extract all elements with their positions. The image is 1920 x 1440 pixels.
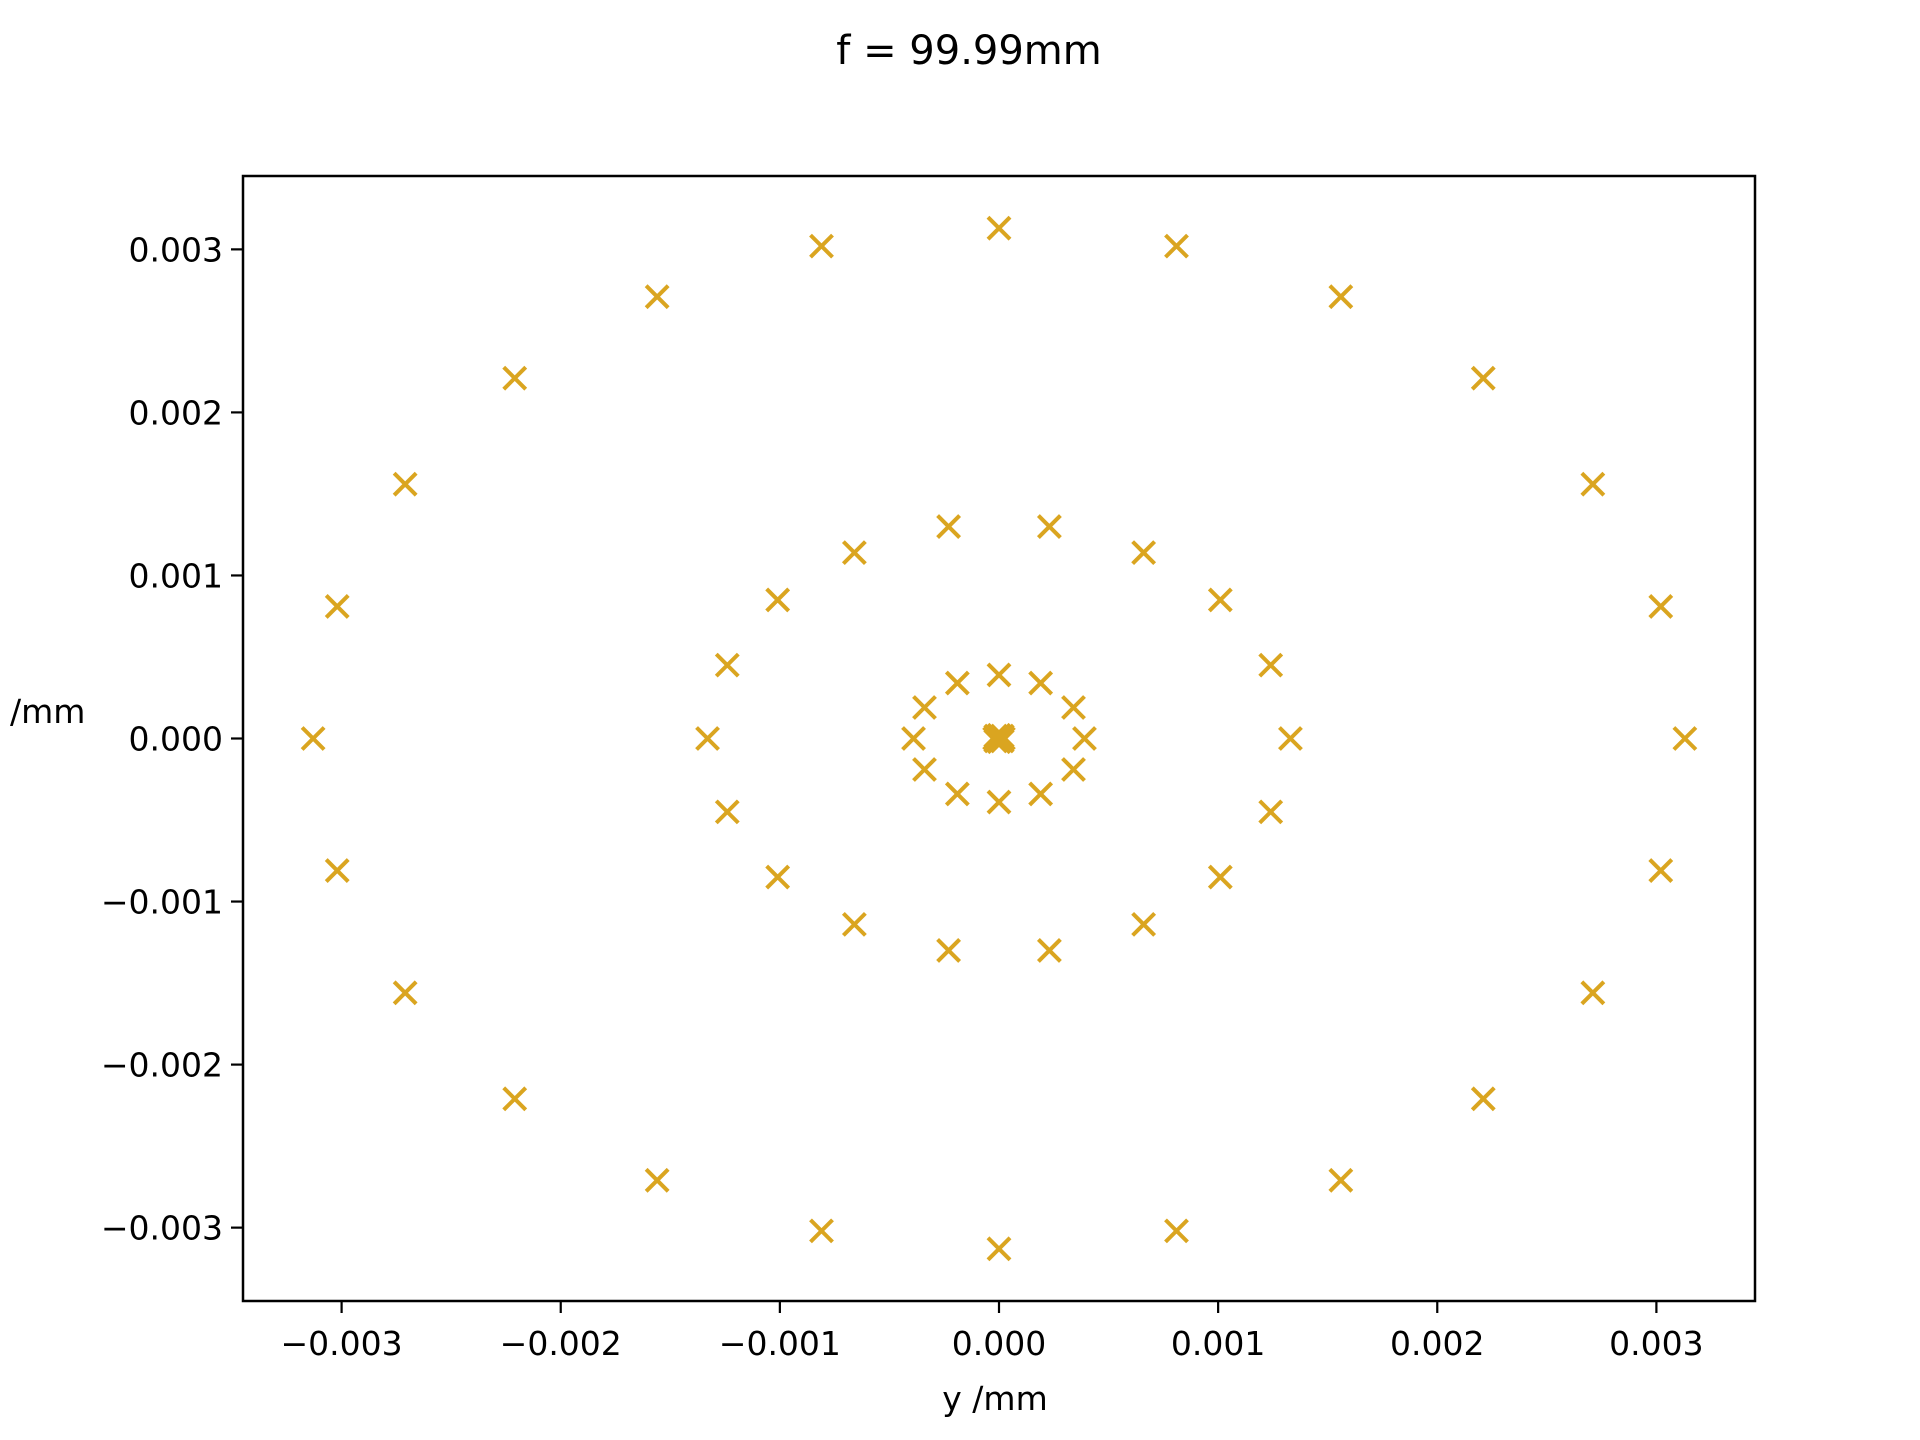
data-point [324,594,350,619]
data-point [1164,233,1189,259]
data-point [901,726,926,751]
data-point [644,1167,670,1193]
x-axis-ticks: −0.003 −0.002 −0.001 0.000 0.001 0.002 0.003 [281,1301,1704,1363]
y-tick-label: 0.001 [129,556,223,595]
data-point [1131,540,1157,566]
data-point [1328,284,1354,310]
data-point [392,980,418,1006]
data-point [324,858,350,883]
data-point [809,1218,834,1244]
data-point [1470,365,1496,391]
data-point [1131,911,1157,937]
data-point [936,514,962,539]
y-axis-label: /mm [10,692,85,731]
y-tick-label: 0.003 [129,230,223,269]
data-point [936,938,962,963]
data-point [1072,726,1097,751]
scatter-markers [300,215,1698,1262]
data-point [1258,652,1284,678]
data-point [986,789,1012,815]
data-point [1164,1218,1189,1244]
y-tick-label: 0.000 [129,720,223,759]
data-point [841,911,867,937]
data-point [1036,938,1062,963]
data-point [1648,858,1674,883]
y-tick-label: −0.003 [101,1209,223,1248]
y-tick-label: −0.001 [101,883,223,922]
data-point [714,652,740,678]
chart-title: f = 99.99mm [836,28,1101,74]
data-point [1028,781,1054,807]
data-point [1648,594,1674,619]
data-point [989,728,1015,754]
data-point [1207,864,1233,890]
data-point [983,728,1009,754]
data-point [1278,726,1303,751]
data-point [944,670,970,696]
x-axis-label: y /mm [942,1379,1047,1418]
data-point [714,799,740,825]
x-tick-label: 0.001 [1171,1324,1265,1363]
data-point [502,365,528,391]
data-point [644,284,670,310]
data-point [809,233,834,259]
data-point [1207,587,1233,613]
data-point [765,587,791,613]
data-point [944,781,970,807]
data-point [765,864,791,890]
data-point [502,1086,528,1112]
data-point [1580,980,1606,1006]
data-point [1061,695,1086,720]
data-point [392,471,418,497]
x-tick-label: 0.000 [952,1324,1046,1363]
x-tick-label: −0.001 [719,1324,841,1363]
data-point [300,726,326,751]
data-point [986,662,1012,688]
data-point [986,1236,1012,1262]
data-point [1036,514,1062,539]
data-point [1580,471,1606,497]
y-tick-label: −0.002 [101,1046,223,1085]
data-point [986,215,1012,241]
x-tick-label: 0.003 [1609,1324,1703,1363]
data-point [841,540,867,566]
data-point [912,757,937,782]
x-tick-label: −0.003 [281,1324,403,1363]
data-point [1028,670,1054,696]
x-tick-label: −0.002 [500,1324,622,1363]
data-point [1258,799,1284,825]
data-point [1061,757,1086,782]
y-tick-label: 0.002 [129,393,223,432]
data-point [695,726,720,751]
data-point [912,695,937,720]
x-tick-label: 0.002 [1390,1324,1484,1363]
data-point [1328,1167,1354,1193]
y-axis-ticks: −0.003 −0.002 −0.001 0.000 0.001 0.002 0.003 [101,230,243,1248]
data-point [1672,726,1698,751]
data-point [1470,1086,1496,1112]
